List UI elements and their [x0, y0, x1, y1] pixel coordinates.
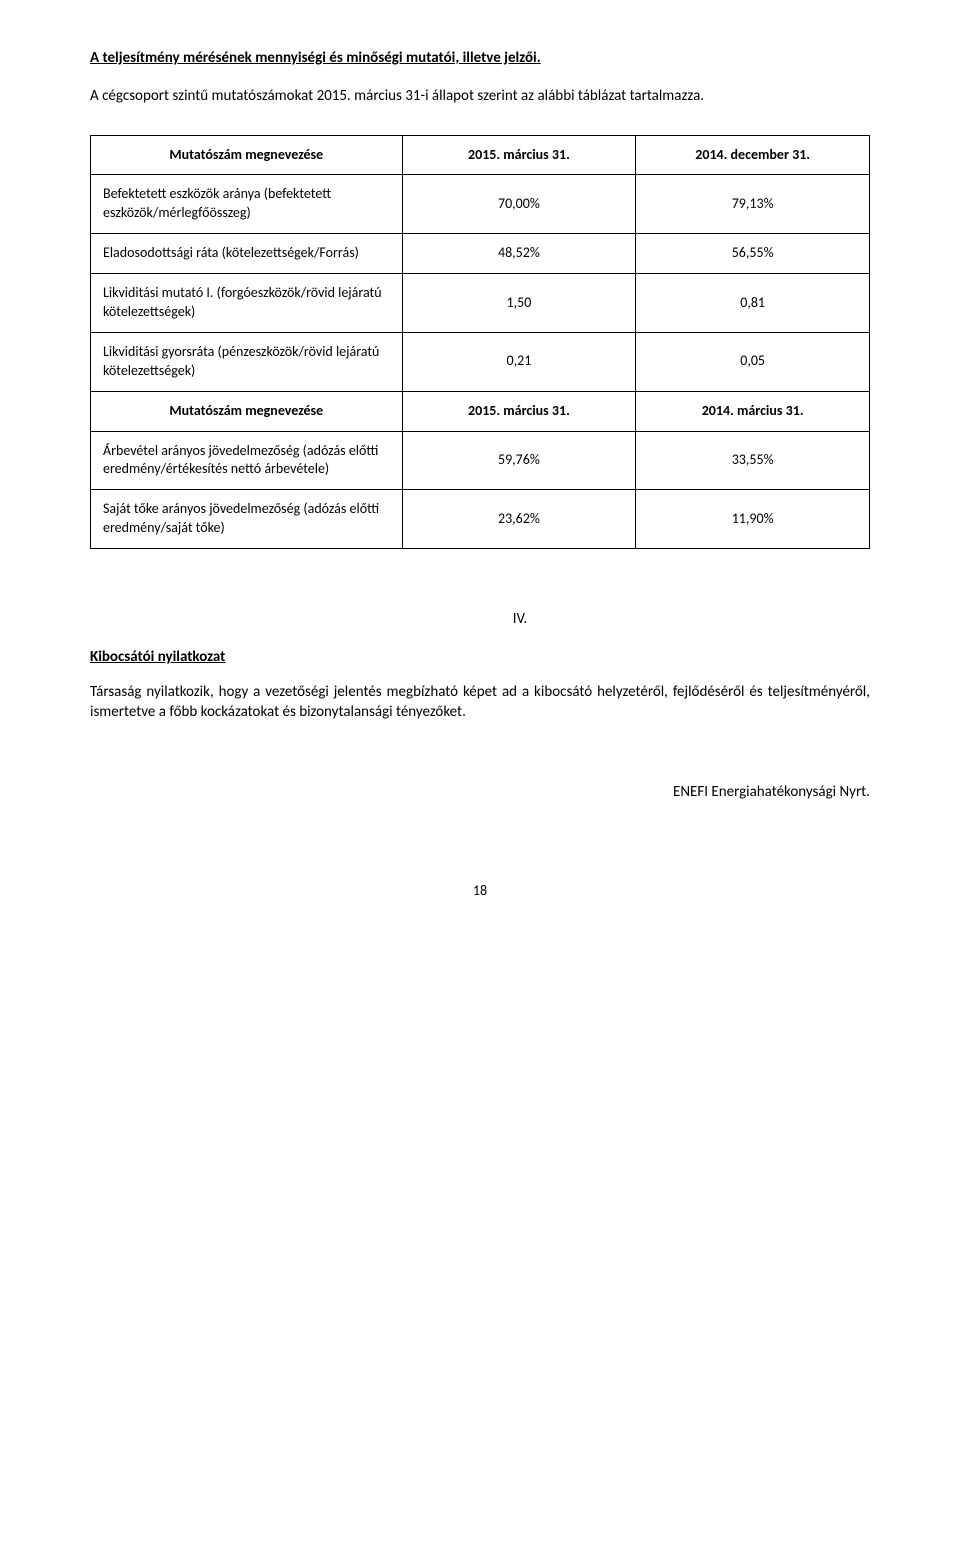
table-row: Saját tőke arányos jövedelmezőség (adózá… [91, 490, 870, 549]
table-head-cell: 2014. december 31. [636, 135, 870, 175]
table-head-row: Mutatószám megnevezése 2015. március 31.… [91, 135, 870, 175]
metric-value: 48,52% [402, 234, 636, 274]
metric-value: 0,21 [402, 332, 636, 391]
metric-label: Befektetett eszközök aránya (befektetett… [91, 175, 403, 234]
metric-value: 23,62% [402, 490, 636, 549]
metric-label: Likviditási gyorsráta (pénzeszközök/rövi… [91, 332, 403, 391]
metric-value: 33,55% [636, 431, 870, 490]
metric-label: Saját tőke arányos jövedelmezőség (adózá… [91, 490, 403, 549]
declaration-body: Társaság nyilatkozik, hogy a vezetőségi … [90, 682, 870, 723]
table-row: Likviditási mutató I. (forgóeszközök/röv… [91, 274, 870, 333]
page-number: 18 [90, 882, 870, 901]
table-head-cell: 2015. március 31. [402, 391, 636, 431]
table-row: Befektetett eszközök aránya (befektetett… [91, 175, 870, 234]
metric-label: Árbevétel arányos jövedelmezőség (adózás… [91, 431, 403, 490]
metric-value: 56,55% [636, 234, 870, 274]
metrics-table-1: Mutatószám megnevezése 2015. március 31.… [90, 135, 870, 550]
table-row: Árbevétel arányos jövedelmezőség (adózás… [91, 431, 870, 490]
metric-value: 59,76% [402, 431, 636, 490]
table-head-row: Mutatószám megnevezése 2015. március 31.… [91, 391, 870, 431]
table-head-cell: Mutatószám megnevezése [91, 391, 403, 431]
metric-label: Likviditási mutató I. (forgóeszközök/röv… [91, 274, 403, 333]
metric-value: 1,50 [402, 274, 636, 333]
metric-value: 79,13% [636, 175, 870, 234]
metric-value: 0,05 [636, 332, 870, 391]
metric-label: Eladosodottsági ráta (kötelezettségek/Fo… [91, 234, 403, 274]
metric-value: 11,90% [636, 490, 870, 549]
metric-value: 0,81 [636, 274, 870, 333]
table-head-cell: Mutatószám megnevezése [91, 135, 403, 175]
metric-value: 70,00% [402, 175, 636, 234]
roman-numeral: IV. [500, 609, 540, 629]
table-head-cell: 2014. március 31. [636, 391, 870, 431]
declaration-heading: Kibocsátói nyilatkozat [90, 647, 870, 667]
table-head-cell: 2015. március 31. [402, 135, 636, 175]
intro-paragraph: A cégcsoport szintű mutatószámokat 2015.… [90, 86, 870, 106]
table-row: Eladosodottsági ráta (kötelezettségek/Fo… [91, 234, 870, 274]
company-name: ENEFI Energiahatékonysági Nyrt. [90, 782, 870, 802]
table-row: Likviditási gyorsráta (pénzeszközök/rövi… [91, 332, 870, 391]
section-heading: A teljesítmény mérésének mennyiségi és m… [90, 48, 870, 68]
